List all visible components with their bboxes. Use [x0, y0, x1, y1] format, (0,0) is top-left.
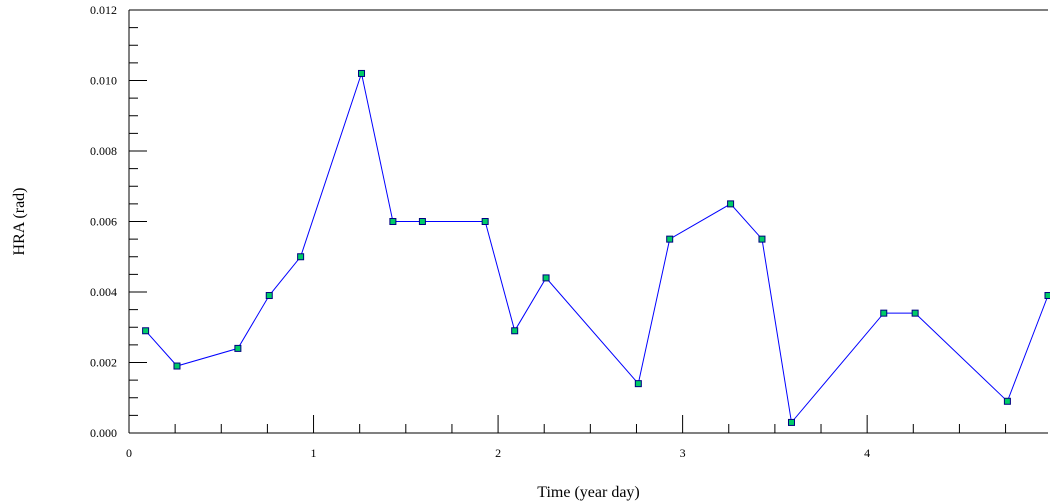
- x-tick-label: 2: [495, 446, 501, 460]
- data-point: [787, 418, 795, 426]
- ticks: [128, 9, 1007, 434]
- data-point: [173, 362, 181, 370]
- series-line: [145, 71, 1049, 424]
- data-point: [880, 309, 888, 317]
- x-axis-title: Time (year day): [537, 484, 640, 501]
- y-tick-label: 0.002: [90, 356, 117, 370]
- axes: [128, 9, 1048, 434]
- tick-labels: 0.000 0.002 0.004 0.006 0.008 0.010 0.012 0 1 2 3 4: [90, 3, 870, 460]
- x-tick-label: 1: [311, 446, 317, 460]
- y-tick-label: 0.004: [90, 285, 117, 299]
- data-point: [911, 309, 919, 317]
- y-tick-label: 0.010: [90, 74, 117, 88]
- data-point: [1003, 397, 1011, 405]
- data-point: [758, 235, 766, 243]
- data-point: [727, 200, 735, 208]
- x-tick-label: 0: [126, 446, 132, 460]
- data-point: [511, 327, 519, 335]
- y-tick-label: 0.006: [90, 215, 117, 229]
- data-point: [1044, 292, 1050, 300]
- data-point: [265, 292, 273, 300]
- x-tick-label: 3: [680, 446, 686, 460]
- data-point: [358, 69, 366, 77]
- data-point: [297, 253, 305, 261]
- series: [142, 69, 1050, 426]
- y-tick-label: 0.000: [90, 426, 117, 440]
- data-point: [389, 218, 397, 225]
- data-point: [666, 235, 674, 243]
- data-point: [542, 274, 550, 282]
- data-point: [234, 344, 242, 352]
- data-point: [481, 218, 489, 225]
- data-point: [418, 218, 426, 225]
- y-tick-label: 0.008: [90, 144, 117, 158]
- x-tick-label: 4: [864, 446, 870, 460]
- y-tick-label: 0.012: [90, 3, 117, 17]
- y-axis-title: HRA (rad): [11, 188, 28, 256]
- data-point: [142, 327, 150, 335]
- data-point: [634, 380, 642, 388]
